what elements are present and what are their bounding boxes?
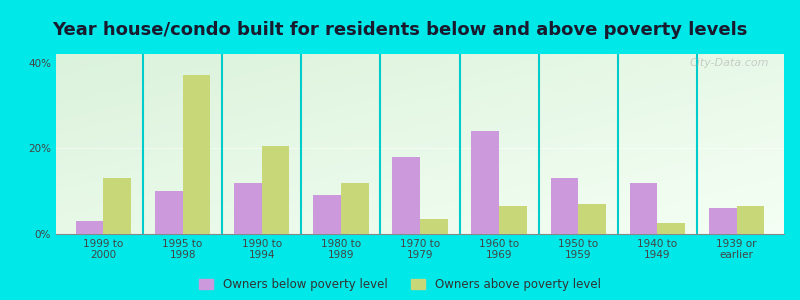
Bar bbox=[103, 178, 131, 234]
Bar bbox=[658, 223, 685, 234]
Bar bbox=[499, 206, 527, 234]
Bar bbox=[578, 204, 606, 234]
Text: Year house/condo built for residents below and above poverty levels: Year house/condo built for residents bel… bbox=[52, 21, 748, 39]
Bar bbox=[550, 178, 578, 234]
Bar bbox=[420, 219, 448, 234]
Bar bbox=[155, 191, 182, 234]
Bar bbox=[737, 206, 764, 234]
Legend: Owners below poverty level, Owners above poverty level: Owners below poverty level, Owners above… bbox=[199, 278, 601, 291]
Text: City-Data.com: City-Data.com bbox=[690, 58, 770, 68]
Bar bbox=[234, 183, 262, 234]
Bar bbox=[313, 195, 341, 234]
Bar bbox=[392, 157, 420, 234]
Bar bbox=[76, 221, 103, 234]
Bar bbox=[471, 131, 499, 234]
Bar bbox=[630, 183, 658, 234]
Bar bbox=[709, 208, 737, 234]
Bar bbox=[182, 75, 210, 234]
Bar bbox=[341, 183, 369, 234]
Bar bbox=[262, 146, 290, 234]
